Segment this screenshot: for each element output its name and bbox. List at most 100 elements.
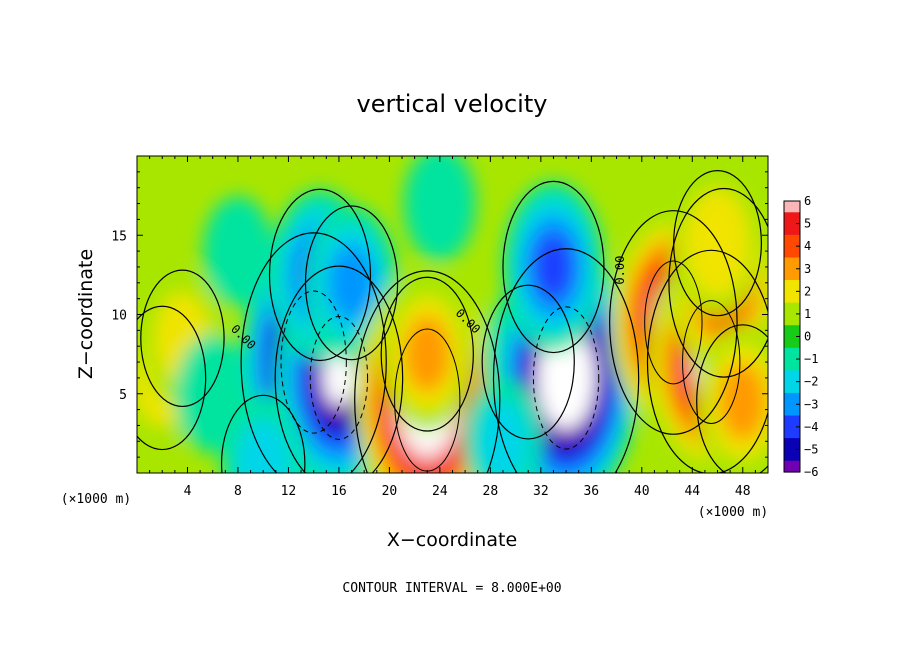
colorbar-tick-label: −5 [804,442,818,456]
field-feature [502,181,604,353]
x-tick-label: 48 [735,484,751,499]
field-level [328,244,375,322]
colorbar-swatch [784,201,800,213]
field-level [404,315,451,393]
inner-contour [309,315,369,440]
field-level [235,418,291,473]
x-axis: 4 8 12 16 20 24 28 32 36 40 44 48 [149,156,756,499]
zero-contour [696,324,768,473]
x-tick-label: 40 [634,484,650,499]
zero-contour [673,170,762,317]
x-tick-label: 20 [382,484,398,499]
colorbar-tick-label: 4 [804,239,811,253]
colorbar: 6 5 4 3 2 1 0 −1 −2 −3 −4 −5 −6 [783,194,818,479]
x-axis-unit: (×1000 m) [698,505,768,520]
colorbar-tick-label: −2 [804,375,818,389]
x-tick-label: 32 [533,484,549,499]
colorbar-swatch [784,313,800,326]
field-level [533,232,574,302]
contour-lines [137,170,768,473]
field-feature [463,377,543,473]
field-level [403,156,477,262]
x-tick-label: 36 [583,484,599,499]
colorbar-tick-label: −6 [804,465,818,479]
colorbar-swatch [784,268,800,281]
chart-title: vertical velocity [357,90,548,118]
inner-contour [532,306,600,450]
y-tick-label: 5 [119,388,127,403]
colorbar-swatch [784,325,800,338]
colorbar-swatch [784,257,800,270]
colorbar-swatch [784,381,800,394]
colorbar-swatch [784,347,800,360]
contour-label: 0.00 [613,256,627,285]
zero-contour [492,248,640,473]
colorbar-tick-label: 2 [804,284,811,298]
y-axis-label: Z−coordinate [75,249,97,379]
colorbar-swatch [784,234,800,247]
zero-contour [220,394,306,473]
colorbar-tick-label: −1 [804,352,818,366]
zero-contour [646,249,768,473]
colorbar-swatch [784,404,800,417]
zero-contour [137,305,207,451]
field-level [558,364,574,391]
colorbar-swatch [784,212,800,225]
zero-contour [668,187,768,378]
field-feature [403,156,477,262]
colorbar-tick-label: 1 [804,307,811,321]
y-axis-unit: (×1000 m) [61,492,131,507]
colorbar-swatch [784,291,800,304]
contour-interval-note: CONTOUR INTERVAL = 8.000E+00 [342,581,561,596]
colorbar-swatch [784,460,800,473]
colorbar-swatch [784,359,800,371]
colorbar-swatch [784,336,800,349]
y-tick-label: 15 [111,229,127,244]
zero-contour [609,210,738,435]
y-axis: 5 10 15 [111,171,768,458]
field-level [719,363,766,441]
zero-contour [240,232,387,473]
field-feature [221,395,305,473]
x-tick-label: 24 [432,484,448,499]
field-feature [673,170,762,316]
field-level [695,206,740,280]
zero-contour [481,284,575,440]
field-feature [696,324,768,473]
x-tick-label: 12 [281,484,297,499]
zero-contour [380,276,474,432]
field-feature [202,196,273,307]
zero-contour [140,269,225,408]
colorbar-swatch [784,415,800,428]
x-tick-label: 28 [483,484,499,499]
zero-contour [502,180,605,354]
field-level [202,196,273,307]
x-tick-label: 16 [331,484,347,499]
x-tick-label: 8 [234,484,242,499]
y-tick-label: 10 [111,309,127,324]
colorbar-swatch [784,449,800,462]
colorbar-tick-label: −4 [804,420,818,434]
zero-contour [274,265,404,473]
colorbar-swatch [784,370,800,383]
inner-contour [682,300,741,425]
colorbar-swatch [784,223,800,236]
colorbar-swatch [784,246,800,259]
colorbar-tick-label: 3 [804,262,811,276]
x-axis-label: X−coordinate [387,529,517,551]
colorbar-tick-label: 6 [804,194,811,208]
inner-contour [280,290,347,434]
colorbar-tick-label: −3 [804,397,818,411]
zero-contour [354,270,501,473]
inner-contour [644,260,703,385]
colorbar-swatch [784,280,800,292]
colorbar-swatch [784,426,800,439]
velocity-field [137,156,768,473]
colorbar-tick-label: 5 [804,217,811,231]
field-level [476,398,530,473]
colorbar-swatch [784,302,800,315]
zero-contour [268,188,372,362]
x-tick-label: 4 [184,484,192,499]
colorbar-swatch [784,392,800,405]
